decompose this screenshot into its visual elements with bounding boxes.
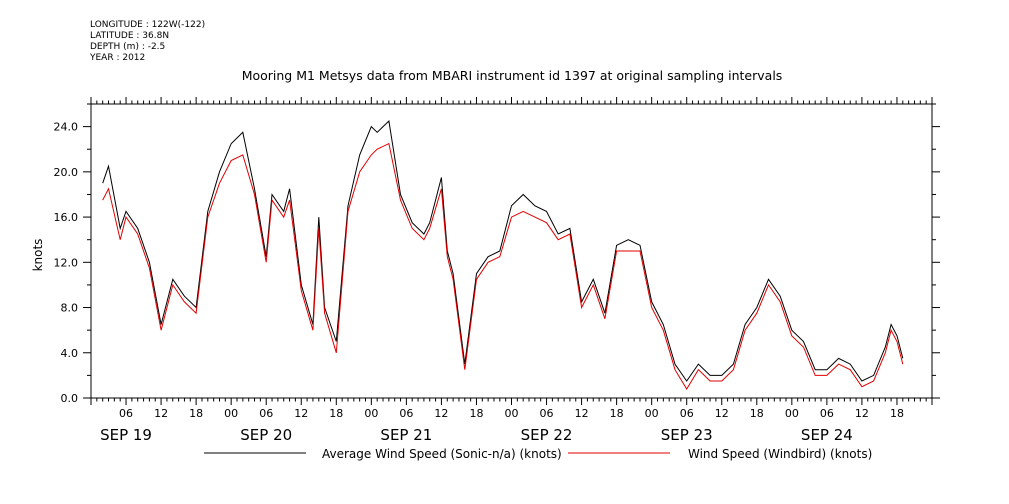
x-tick-label: 00 <box>785 407 799 420</box>
x-tick-label: 06 <box>399 407 413 420</box>
x-date-label: SEP 21 <box>380 426 432 444</box>
x-tick-label: 06 <box>680 407 694 420</box>
x-tick-label: 18 <box>189 407 203 420</box>
y-tick-label: 16.0 <box>54 211 79 224</box>
y-tick-label: 20.0 <box>54 166 79 179</box>
y-tick-label: 8.0 <box>61 302 79 315</box>
series-layer <box>102 119 904 390</box>
x-tick-label: 00 <box>224 407 238 420</box>
x-tick-label: 12 <box>575 407 589 420</box>
x-tick-label: 00 <box>505 407 519 420</box>
y-tick-label: 12.0 <box>54 256 79 269</box>
legend-label-avg: Average Wind Speed (Sonic-n/a) (knots) <box>322 447 562 461</box>
x-tick-label: 18 <box>610 407 624 420</box>
series-line-windbird <box>102 142 904 390</box>
meta-year: YEAR : 2012 <box>90 53 146 63</box>
y-axis-label: knots <box>31 239 45 272</box>
x-tick-label: 18 <box>329 407 343 420</box>
x-tick-label: 18 <box>750 407 764 420</box>
series-line-average-sonic <box>102 119 904 382</box>
x-tick-label: 18 <box>469 407 483 420</box>
legend: Average Wind Speed (Sonic-n/a) (knots) W… <box>204 447 872 461</box>
x-date-label: SEP 22 <box>521 426 573 444</box>
y-tick-label: 4.0 <box>61 347 79 360</box>
chart-title: Mooring M1 Metsys data from MBARI instru… <box>242 68 783 83</box>
x-tick-label: 06 <box>259 407 273 420</box>
meta-latitude: LATITUDE : 36.8N <box>90 31 170 41</box>
x-date-label: SEP 23 <box>661 426 713 444</box>
legend-label-windbird: Wind Speed (Windbird) (knots) <box>688 447 872 461</box>
x-tick-label: 06 <box>119 407 133 420</box>
x-tick-label: 12 <box>855 407 869 420</box>
x-date-label: SEP 19 <box>100 426 152 444</box>
metadata-block: LONGITUDE : 122W(-122) LATITUDE : 36.8N … <box>90 20 205 64</box>
x-tick-label: 12 <box>294 407 308 420</box>
x-tick-label: 06 <box>820 407 834 420</box>
x-tick-label: 00 <box>364 407 378 420</box>
x-tick-label: 12 <box>715 407 729 420</box>
x-tick-label: 12 <box>154 407 168 420</box>
x-tick-label: 06 <box>540 407 554 420</box>
y-tick-label: 0.0 <box>61 392 79 405</box>
x-tick-label: 18 <box>890 407 904 420</box>
plot-axes: 06 12 18 00 06 12 18 00 06 12 18 00 06 12 18 00 06 12 18 00… <box>54 97 940 444</box>
x-date-label: SEP 20 <box>240 426 292 444</box>
x-tick-label: 00 <box>645 407 659 420</box>
x-tick-label: 12 <box>434 407 448 420</box>
meta-longitude: LONGITUDE : 122W(-122) <box>90 20 206 30</box>
x-date-label: SEP 24 <box>801 426 853 444</box>
meta-depth: DEPTH (m) : -2.5 <box>90 42 166 52</box>
y-tick-label: 24.0 <box>54 121 79 134</box>
